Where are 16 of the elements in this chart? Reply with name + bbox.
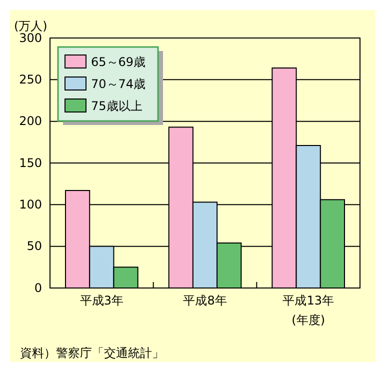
legend-label: 75歳以上 [91,99,142,113]
y-tick-label: 250 [19,72,42,87]
x-tick-label: 平成8年 [183,294,227,308]
y-tick-label: 100 [19,198,42,212]
y-tick-label: 0 [34,280,42,295]
y-tick-label: 300 [19,30,42,45]
x-tick-label: 平成13年 [282,294,334,308]
legend-label: 70～74歳 [91,77,146,91]
y-tick-label: 200 [19,114,42,128]
legend-label: 65～69歳 [91,55,146,69]
y-tick-label: 50 [26,239,42,254]
y-axis-title: (万人) [14,19,48,33]
x-axis-title: (年度) [292,313,326,327]
text: 資料）警察庁「交通統計」 [20,346,164,360]
x-tick-label: 平成3年 [80,294,124,308]
y-tick-label: 150 [19,156,42,170]
